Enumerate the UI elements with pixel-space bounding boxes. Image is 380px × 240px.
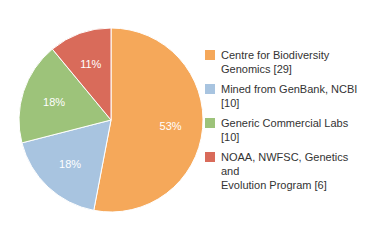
svg-text:18%: 18% xyxy=(43,96,65,108)
html-text:Evolution Program [6]: Evolution Program [6] xyxy=(221,179,327,191)
html-text:NOAA, NWFSC, Genetics and: NOAA, NWFSC, Genetics and xyxy=(221,151,349,177)
html-text:Centre for Biodiversity: Centre for Biodiversity xyxy=(221,49,330,61)
svg-text:53%: 53% xyxy=(160,120,182,132)
html-text:Genomics [29]: Genomics [29] xyxy=(221,63,292,75)
html-text:Mined from GenBank, NCBI [10]: Mined from GenBank, NCBI [10] xyxy=(221,83,358,109)
html-text:Generic Commercial Labs [10]: Generic Commercial Labs [10] xyxy=(221,117,349,143)
svg-text:11%: 11% xyxy=(80,58,101,70)
svg-text:18%: 18% xyxy=(59,158,81,170)
